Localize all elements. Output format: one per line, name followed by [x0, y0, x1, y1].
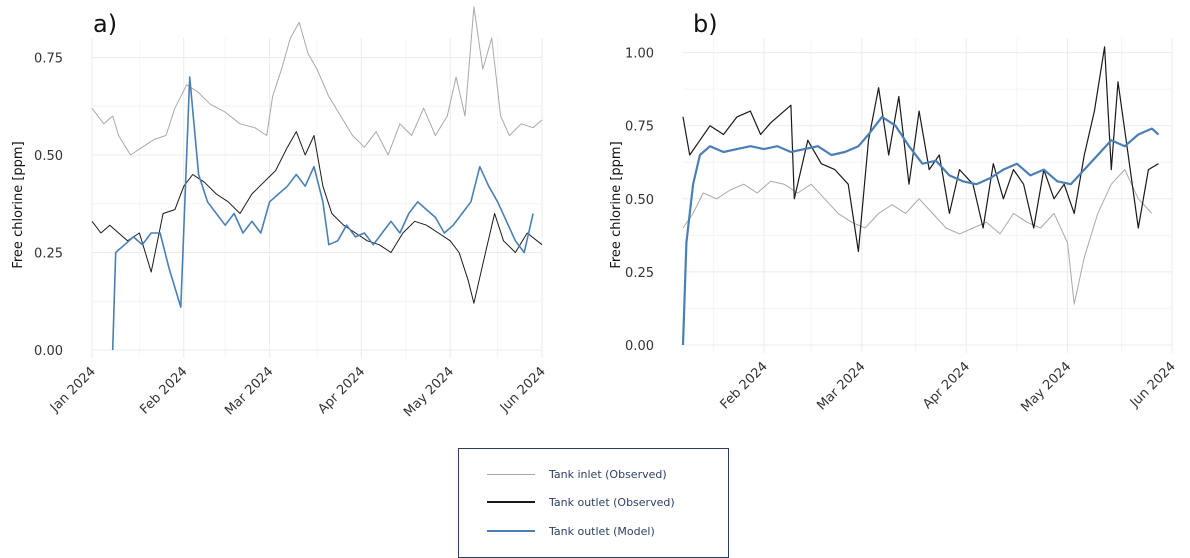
panel-b-y-tick-label: 0.00	[625, 339, 654, 354]
panel-a-letter: a)	[93, 10, 117, 38]
panel-b-series-tank-inlet-observed	[682, 169, 1153, 305]
legend-key-tank-outlet-observed	[487, 501, 535, 503]
panel-a-x-tick-label: May 2024	[401, 364, 457, 420]
legend-item-tank-inlet-observed: Tank inlet (Observed)	[487, 466, 667, 482]
legend-key-tank-inlet-observed	[487, 473, 535, 475]
panel-a-y-tick-label: 0.75	[34, 52, 63, 67]
panel-a-y-tick-label: 0.00	[34, 344, 63, 359]
panel-b-gridlines	[683, 38, 1173, 353]
legend-label-tank-outlet-observed: Tank outlet (Observed)	[549, 495, 675, 509]
panel-b-y-tick-label: 0.50	[625, 193, 654, 208]
panel-b-y-tick-label: 0.75	[625, 120, 654, 135]
panel-a-series-tank-outlet-observed	[91, 131, 543, 304]
legend: Tank inlet (Observed) Tank outlet (Obser…	[458, 448, 729, 558]
panel-b-x-tick-label: Mar 2024	[814, 359, 868, 413]
panel-a-series-tank-outlet-model	[111, 76, 534, 351]
panel-a-y-axis-title: Free chlorine [ppm]	[11, 141, 26, 268]
panel-a-gridlines	[91, 38, 543, 358]
panel-b-letter: b)	[693, 10, 718, 38]
panel-a-x-tick-label: Feb 2024	[137, 364, 190, 417]
legend-item-tank-outlet-model: Tank outlet (Model)	[487, 523, 655, 539]
panel-b-series-tank-outlet-observed	[682, 46, 1159, 252]
panel-b-x-tick-label: Apr 2024	[920, 359, 973, 412]
panel-a: a) Free chlorine [ppm] 0.00 0.25 0.50 0.75 J…	[11, 6, 549, 420]
legend-label-tank-outlet-model: Tank outlet (Model)	[549, 524, 655, 538]
panel-b-y-axis-title: Free chlorine [ppm]	[609, 141, 624, 268]
panel-a-x-tick-label: Apr 2024	[315, 364, 368, 417]
panel-b: b) Free chlorine [ppm] 0.00 0.25 0.50 0.75 1…	[609, 10, 1179, 415]
legend-key-tank-outlet-model	[487, 530, 535, 532]
panel-b-y-tick-label: 0.25	[625, 266, 654, 281]
panel-a-x-tick-label: Jun 2024	[497, 364, 549, 416]
panel-a-series-tank-inlet-observed	[91, 6, 543, 156]
panel-b-y-tick-label: 1.00	[625, 47, 654, 62]
legend-label-tank-inlet-observed: Tank inlet (Observed)	[549, 467, 667, 481]
panel-a-x-tick-label: Jan 2024	[47, 364, 99, 416]
panel-b-x-tick-label: May 2024	[1018, 359, 1074, 415]
panel-a-x-tick-label: Mar 2024	[222, 364, 276, 418]
panel-b-x-tick-label: Feb 2024	[718, 359, 771, 412]
legend-item-tank-outlet-observed: Tank outlet (Observed)	[487, 494, 675, 510]
panel-b-series-tank-outlet-model	[681, 115, 1160, 346]
panel-b-x-tick-label: Jun 2024	[1127, 359, 1179, 411]
panel-a-y-tick-label: 0.25	[34, 247, 63, 262]
panel-a-y-tick-label: 0.50	[34, 149, 63, 164]
